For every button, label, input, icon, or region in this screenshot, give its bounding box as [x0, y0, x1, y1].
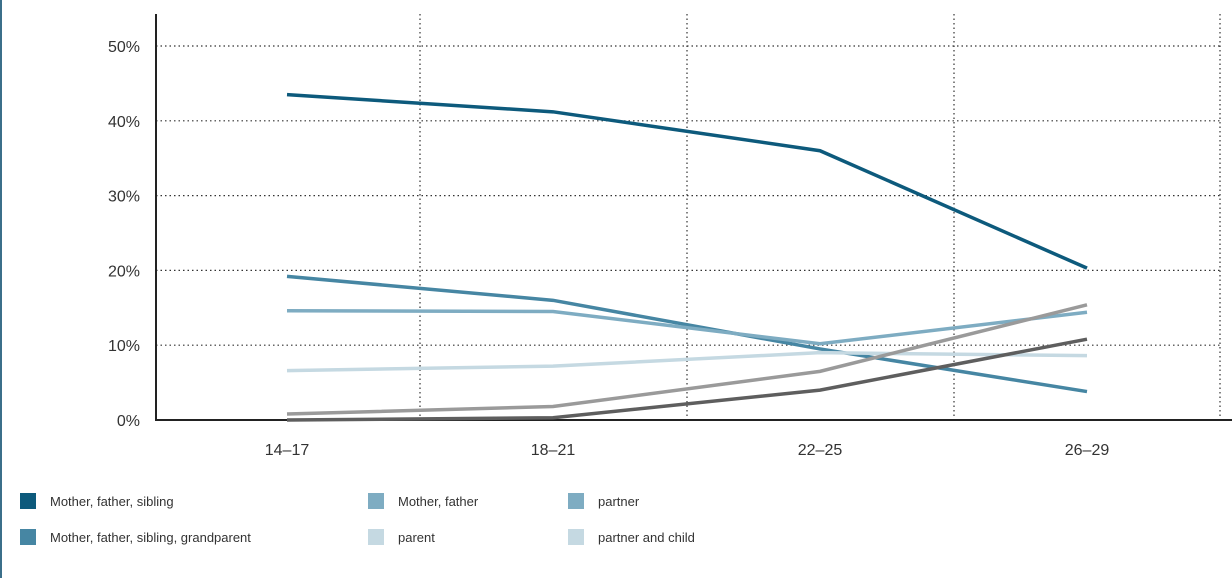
- y-tick-label: 40%: [108, 114, 140, 131]
- series-line: [286, 92, 1088, 270]
- legend-swatch: [568, 529, 584, 545]
- legend-swatch: [368, 529, 384, 545]
- legend-item: Mother, father: [368, 493, 478, 509]
- x-tick-label: 26–29: [1065, 442, 1110, 459]
- series-lines: [286, 92, 1088, 422]
- series-line: [286, 350, 1088, 373]
- y-tick-label: 30%: [108, 189, 140, 206]
- x-tick-label: 22–25: [798, 442, 843, 459]
- legend-item: Mother, father, sibling, grandparent: [20, 529, 251, 545]
- y-tick-label: 50%: [108, 39, 140, 56]
- legend-label: parent: [398, 529, 435, 545]
- series-line: [286, 309, 1088, 346]
- x-tick-label: 18–21: [531, 442, 576, 459]
- legend: Mother, father, sibling Mother, father p…: [20, 487, 1200, 567]
- line-chart: 0% 10% 20% 30% 40% 50% 14–17 18–21 22–25 26–29: [108, 14, 1232, 459]
- legend-label: partner and child: [598, 529, 695, 545]
- legend-swatch: [20, 493, 36, 509]
- y-tick-label: 0%: [117, 413, 140, 430]
- legend-item: parent: [368, 529, 435, 545]
- x-axis-ticks: 14–17 18–21 22–25 26–29: [265, 442, 1110, 459]
- legend-item: Mother, father, sibling: [20, 493, 174, 509]
- legend-swatch: [368, 493, 384, 509]
- y-tick-label: 20%: [108, 263, 140, 280]
- grid: [156, 14, 1222, 420]
- legend-label: partner: [598, 493, 640, 509]
- legend-label: Mother, father, sibling: [50, 493, 174, 509]
- frame-border: [0, 0, 2, 578]
- legend-swatch: [20, 529, 36, 545]
- series-line: [286, 274, 1088, 394]
- legend-item: partner: [568, 493, 639, 509]
- legend-swatch: [568, 493, 584, 509]
- legend-item: partner and child: [568, 529, 695, 545]
- legend-label: Mother, father, sibling, grandparent: [50, 529, 251, 545]
- y-axis-ticks: 0% 10% 20% 30% 40% 50%: [108, 39, 140, 430]
- y-tick-label: 10%: [108, 338, 140, 355]
- series-line: [286, 337, 1088, 422]
- series-line: [286, 303, 1088, 416]
- x-tick-label: 14–17: [265, 442, 310, 459]
- legend-label: Mother, father: [398, 493, 479, 509]
